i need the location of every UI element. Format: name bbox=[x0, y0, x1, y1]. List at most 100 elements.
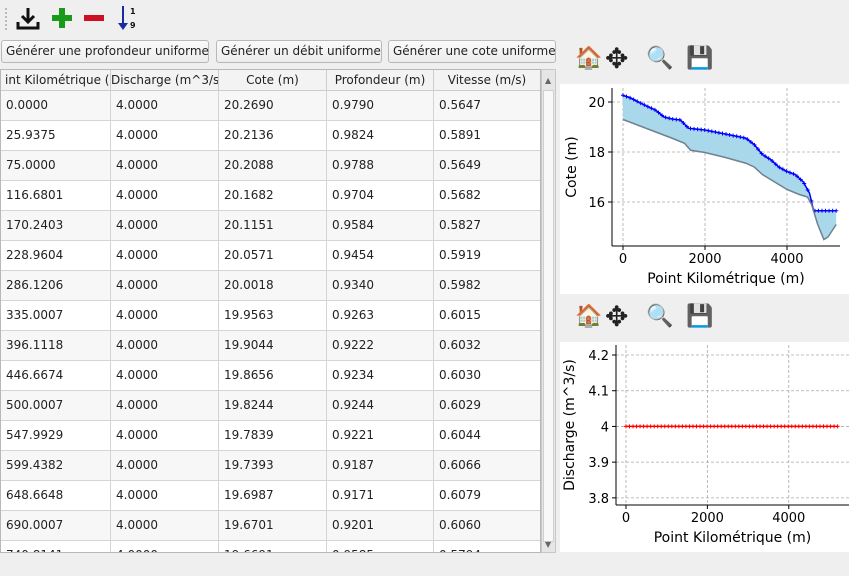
save-icon[interactable]: 💾 bbox=[686, 46, 714, 71]
generate-uniform-depth-button[interactable]: Générer une profondeur uniforme bbox=[1, 40, 209, 63]
table-cell[interactable]: 19.6987 bbox=[219, 481, 327, 511]
table-cell[interactable]: 0.9788 bbox=[327, 151, 434, 181]
table-cell[interactable]: 170.2403 bbox=[1, 211, 111, 241]
table-cell[interactable]: 0.6079 bbox=[434, 481, 540, 511]
add-row-icon[interactable] bbox=[48, 4, 76, 32]
table-row[interactable]: 500.0007 4.0000 19.8244 0.9244 0.6029 bbox=[1, 391, 540, 421]
zoom-icon[interactable]: 🔍 bbox=[646, 304, 674, 329]
scrollbar-thumb[interactable] bbox=[543, 90, 554, 542]
table-cell[interactable]: 0.9187 bbox=[327, 451, 434, 481]
table-cell[interactable]: 547.9929 bbox=[1, 421, 111, 451]
table-cell[interactable]: 20.2136 bbox=[219, 121, 327, 151]
column-header[interactable]: Cote (m) bbox=[219, 70, 327, 91]
table-row[interactable]: 170.2403 4.0000 20.1151 0.9584 0.5827 bbox=[1, 211, 540, 241]
table-cell[interactable]: 4.0000 bbox=[111, 91, 219, 121]
pan-icon[interactable]: ✥ bbox=[605, 300, 629, 333]
table-cell[interactable]: 0.9171 bbox=[327, 481, 434, 511]
table-cell[interactable]: 20.2088 bbox=[219, 151, 327, 181]
table-cell[interactable]: 0.9340 bbox=[327, 271, 434, 301]
column-header[interactable]: Vitesse (m/s) bbox=[434, 70, 540, 91]
table-cell[interactable]: 0.5647 bbox=[434, 91, 540, 121]
table-cell[interactable]: 20.1151 bbox=[219, 211, 327, 241]
column-header[interactable]: Discharge (m^3/s) bbox=[111, 70, 219, 91]
table-cell[interactable]: 446.6674 bbox=[1, 361, 111, 391]
table-cell[interactable]: 740.8141 bbox=[1, 541, 111, 552]
table-cell[interactable]: 19.8656 bbox=[219, 361, 327, 391]
table-cell[interactable]: 500.0007 bbox=[1, 391, 111, 421]
table-cell[interactable]: 286.1206 bbox=[1, 271, 111, 301]
table-cell[interactable]: 20.1682 bbox=[219, 181, 327, 211]
table-cell[interactable]: 4.0000 bbox=[111, 481, 219, 511]
table-cell[interactable]: 4.0000 bbox=[111, 391, 219, 421]
table-cell[interactable]: 4.0000 bbox=[111, 211, 219, 241]
table-cell[interactable]: 4.0000 bbox=[111, 151, 219, 181]
table-cell[interactable]: 25.9375 bbox=[1, 121, 111, 151]
table-row[interactable]: 690.0007 4.0000 19.6701 0.9201 0.6060 bbox=[1, 511, 540, 541]
table-cell[interactable]: 0.6030 bbox=[434, 361, 540, 391]
generate-uniform-discharge-button[interactable]: Générer un débit uniforme bbox=[216, 40, 382, 63]
table-row[interactable]: 116.6801 4.0000 20.1682 0.9704 0.5682 bbox=[1, 181, 540, 211]
remove-row-icon[interactable] bbox=[80, 4, 108, 32]
table-cell[interactable]: 0.6015 bbox=[434, 301, 540, 331]
table-cell[interactable]: 20.0571 bbox=[219, 241, 327, 271]
zoom-icon[interactable]: 🔍 bbox=[646, 46, 674, 71]
table-cell[interactable]: 4.0000 bbox=[111, 361, 219, 391]
table-cell[interactable]: 75.0000 bbox=[1, 151, 111, 181]
table-cell[interactable]: 0.6029 bbox=[434, 391, 540, 421]
table-cell[interactable]: 19.8244 bbox=[219, 391, 327, 421]
table-cell[interactable]: 4.0000 bbox=[111, 451, 219, 481]
table-cell[interactable]: 19.9044 bbox=[219, 331, 327, 361]
table-cell[interactable]: 4.0000 bbox=[111, 421, 219, 451]
table-row[interactable]: 446.6674 4.0000 19.8656 0.9234 0.6030 bbox=[1, 361, 540, 391]
table-cell[interactable]: 0.9584 bbox=[327, 211, 434, 241]
table-cell[interactable]: 4.0000 bbox=[111, 181, 219, 211]
table-cell[interactable]: 19.7393 bbox=[219, 451, 327, 481]
column-header[interactable]: Profondeur (m) bbox=[327, 70, 434, 91]
table-cell[interactable]: 0.6044 bbox=[434, 421, 540, 451]
table-cell[interactable]: 0.5649 bbox=[434, 151, 540, 181]
table-cell[interactable]: 335.0007 bbox=[1, 301, 111, 331]
table-cell[interactable]: 0.9222 bbox=[327, 331, 434, 361]
table-cell[interactable]: 4.0000 bbox=[111, 121, 219, 151]
table-cell[interactable]: 0.9263 bbox=[327, 301, 434, 331]
table-cell[interactable]: 4.0000 bbox=[111, 541, 219, 552]
table-cell[interactable]: 4.0000 bbox=[111, 241, 219, 271]
table-cell[interactable]: 19.6691 bbox=[219, 541, 327, 552]
save-icon[interactable]: 💾 bbox=[686, 304, 714, 329]
table-cell[interactable]: 0.9585 bbox=[327, 541, 434, 552]
table-row[interactable]: 75.0000 4.0000 20.2088 0.9788 0.5649 bbox=[1, 151, 540, 181]
table-cell[interactable]: 0.5794 bbox=[434, 541, 540, 552]
table-row[interactable]: 0.0000 4.0000 20.2690 0.9790 0.5647 bbox=[1, 91, 540, 121]
pan-icon[interactable]: ✥ bbox=[605, 42, 629, 75]
table-cell[interactable]: 20.0018 bbox=[219, 271, 327, 301]
table-cell[interactable]: 4.0000 bbox=[111, 271, 219, 301]
table-cell[interactable]: 0.9221 bbox=[327, 421, 434, 451]
table-cell[interactable]: 0.6032 bbox=[434, 331, 540, 361]
table-cell[interactable]: 690.0007 bbox=[1, 511, 111, 541]
table-row[interactable]: 599.4382 4.0000 19.7393 0.9187 0.6066 bbox=[1, 451, 540, 481]
table-cell[interactable]: 0.6066 bbox=[434, 451, 540, 481]
table-cell[interactable]: 0.6060 bbox=[434, 511, 540, 541]
column-header[interactable]: int Kilométrique ( bbox=[1, 70, 111, 91]
generate-uniform-elevation-button[interactable]: Générer une cote uniforme bbox=[388, 40, 556, 63]
table-cell[interactable]: 0.9704 bbox=[327, 181, 434, 211]
table-cell[interactable]: 4.0000 bbox=[111, 301, 219, 331]
import-icon[interactable] bbox=[14, 4, 42, 32]
table-row[interactable]: 228.9604 4.0000 20.0571 0.9454 0.5919 bbox=[1, 241, 540, 271]
table-cell[interactable]: 19.9563 bbox=[219, 301, 327, 331]
table-cell[interactable]: 19.7839 bbox=[219, 421, 327, 451]
table-cell[interactable]: 0.5682 bbox=[434, 181, 540, 211]
table-vertical-scrollbar[interactable]: ▲ ▼ bbox=[541, 69, 556, 553]
table-row[interactable]: 396.1118 4.0000 19.9044 0.9222 0.6032 bbox=[1, 331, 540, 361]
home-icon[interactable]: 🏠 bbox=[575, 304, 603, 329]
table-cell[interactable]: 0.5919 bbox=[434, 241, 540, 271]
table-row[interactable]: 286.1206 4.0000 20.0018 0.9340 0.5982 bbox=[1, 271, 540, 301]
scroll-up-icon[interactable]: ▲ bbox=[545, 76, 552, 85]
table-cell[interactable]: 0.9201 bbox=[327, 511, 434, 541]
table-cell[interactable]: 0.9454 bbox=[327, 241, 434, 271]
table-cell[interactable]: 0.5891 bbox=[434, 121, 540, 151]
table-cell[interactable]: 0.5827 bbox=[434, 211, 540, 241]
table-cell[interactable]: 0.5982 bbox=[434, 271, 540, 301]
